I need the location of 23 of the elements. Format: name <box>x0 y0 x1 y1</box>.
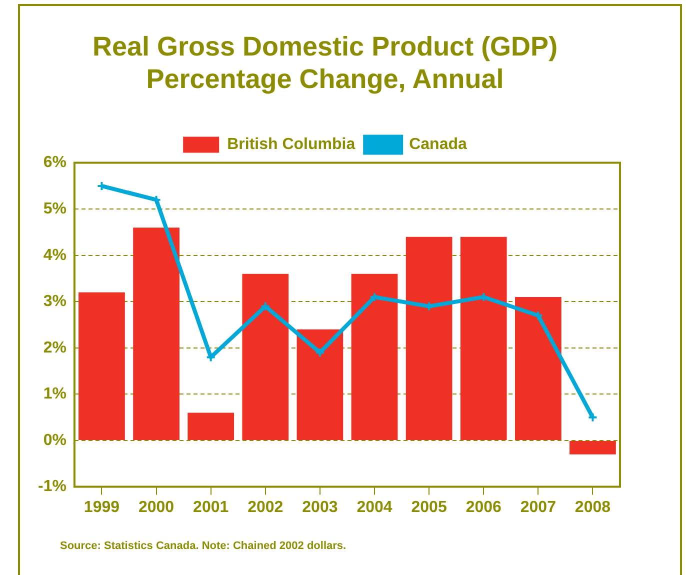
x-tick-label: 2008 <box>574 498 611 516</box>
x-tick-label: 2000 <box>138 498 174 516</box>
x-tick-label: 2003 <box>302 498 338 516</box>
y-tick-label: 1% <box>43 386 66 403</box>
y-tick-label: 4% <box>43 246 66 264</box>
y-tick-label: 0% <box>43 432 66 449</box>
x-tick-label: 2001 <box>193 498 229 516</box>
y-tick-label: -1% <box>38 478 66 496</box>
y-tick-label: 3% <box>43 293 66 310</box>
x-tick-label: 2006 <box>466 498 502 516</box>
y-tick-label: 2% <box>43 339 66 356</box>
x-tick-label: 2007 <box>520 498 556 516</box>
source-note: Source: Statistics Canada. Note: Chained 2002 dollars. <box>60 540 346 552</box>
text: Real Gross Domestic Product (GDP) <box>92 32 558 62</box>
y-tick-label: 6% <box>43 154 66 172</box>
x-tick-label: 1999 <box>84 498 120 516</box>
x-tick-label: 2004 <box>356 498 392 516</box>
y-tick-label: 5% <box>43 200 66 218</box>
legend-label: British Columbia <box>227 136 356 154</box>
text: Percentage Change, Annual <box>146 64 504 94</box>
x-tick-label: 2002 <box>248 498 284 516</box>
legend-label: Canada <box>409 136 468 154</box>
x-tick-label: 2005 <box>411 498 447 516</box>
